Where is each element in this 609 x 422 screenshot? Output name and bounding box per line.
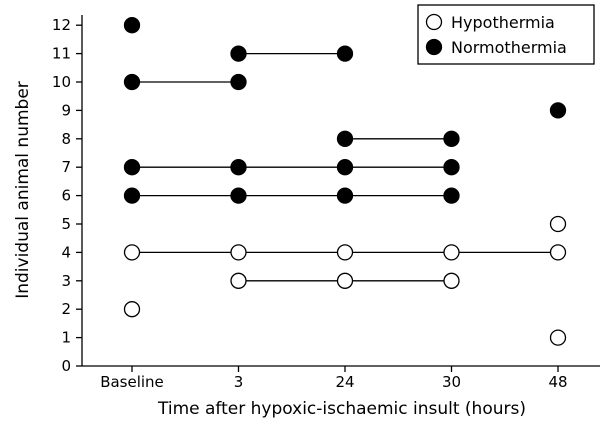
normothermia-point: [336, 130, 354, 147]
x-tick-label: Baseline: [100, 373, 164, 391]
hypothermia-point: [123, 244, 141, 261]
y-tick-label: 4: [61, 243, 71, 261]
normothermia-point: [123, 187, 141, 204]
y-tick-label: 3: [61, 272, 71, 290]
y-tick-label: 2: [61, 300, 71, 318]
y-tick-label: 7: [61, 158, 71, 176]
legend: Hypothermia Normothermia: [417, 4, 595, 65]
normothermia-point: [336, 45, 354, 62]
normothermia-point: [230, 73, 247, 91]
y-tick-label: 9: [61, 101, 71, 119]
normothermia-point: [443, 130, 460, 147]
plot-points-layer: [123, 17, 567, 346]
normothermia-point: [230, 159, 247, 176]
hypothermia-point: [336, 272, 354, 289]
y-tick-label: 0: [61, 357, 71, 375]
y-tick-label: 5: [61, 215, 71, 233]
x-tick-label: 24: [335, 373, 354, 391]
hypothermia-point: [230, 272, 247, 289]
normothermia-point: [123, 73, 141, 91]
normothermia-point: [230, 45, 247, 62]
x-tick-label: 3: [234, 373, 244, 391]
y-tick-label: 6: [61, 187, 71, 205]
normothermia-point: [123, 17, 141, 34]
plot-lines-layer: [132, 52, 558, 282]
hypothermia-point: [549, 244, 567, 261]
legend-box: [417, 4, 595, 65]
normothermia-point: [549, 102, 567, 119]
legend-normothermia-marker: [425, 38, 443, 56]
normothermia-point: [336, 159, 354, 176]
normothermia-point: [230, 187, 247, 204]
hypothermia-point: [443, 244, 460, 261]
x-axis-label: Time after hypoxic-ischaemic insult (hou…: [157, 399, 526, 419]
hypothermia-point: [443, 272, 460, 289]
normothermia-point: [443, 159, 460, 176]
legend-hypothermia-label: Hypothermia: [451, 13, 555, 32]
x-tick-label: 30: [442, 373, 461, 391]
x-ticks: Baseline 3 24 30 48: [100, 366, 568, 391]
hypothermia-point: [123, 301, 141, 318]
y-tick-label: 12: [52, 16, 71, 34]
hypothermia-point: [336, 244, 354, 261]
x-tick-label: 48: [548, 373, 567, 391]
legend-normothermia-label: Normothermia: [451, 38, 567, 57]
y-tick-label: 1: [61, 329, 71, 347]
hypothermia-point: [549, 329, 567, 346]
y-axis-label: Individual animal number: [13, 81, 33, 299]
y-tick-label: 11: [52, 45, 71, 63]
hypothermia-point: [549, 215, 567, 233]
hypothermia-point: [230, 244, 247, 261]
normothermia-point: [336, 187, 354, 204]
legend-hypothermia-marker: [425, 13, 443, 31]
y-tick-label: 10: [52, 73, 71, 91]
normothermia-point: [123, 159, 141, 176]
y-tick-label: 8: [61, 130, 71, 148]
normothermia-point: [443, 187, 460, 204]
